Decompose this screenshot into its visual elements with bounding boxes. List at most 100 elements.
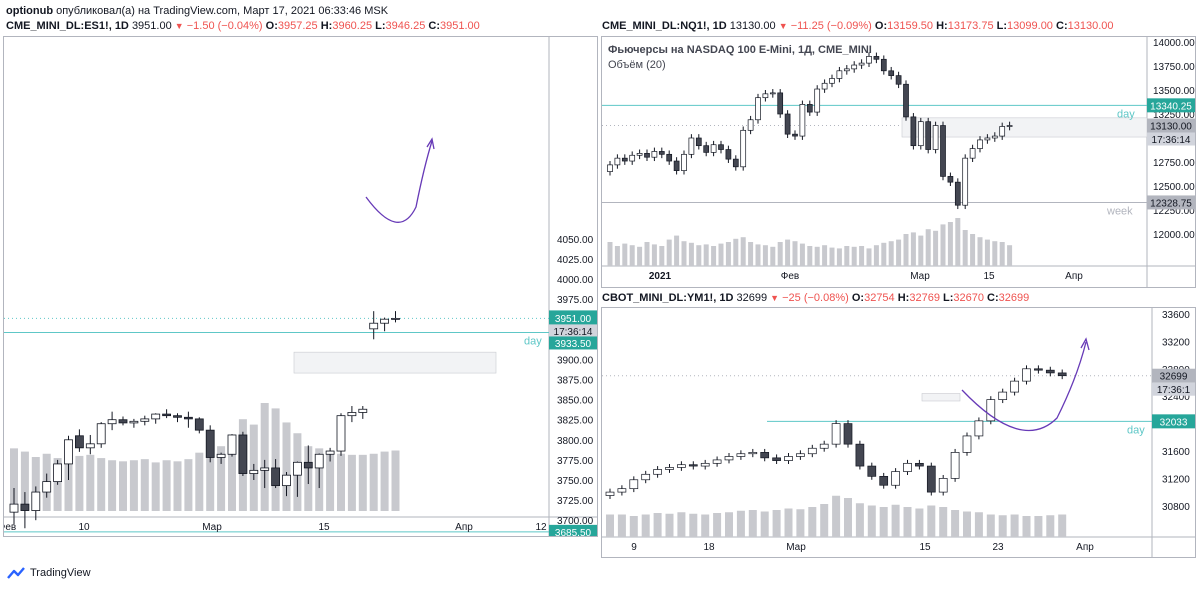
es-symbol[interactable]: CME_MINI_DL:ES1! — [6, 20, 109, 32]
candle-body — [755, 97, 761, 121]
volume-bar — [140, 459, 149, 511]
es-last-price-tag: 3951.00 — [555, 314, 592, 325]
candle-body — [762, 93, 769, 99]
volume-bar — [689, 513, 698, 537]
candle-body — [641, 473, 651, 481]
nq-chart-panel[interactable]: 14000.0013750.0013500.0013250.0013000.00… — [601, 36, 1196, 288]
volume-bar — [228, 435, 236, 511]
volume-bar — [770, 246, 776, 266]
candle-body — [843, 423, 853, 445]
candle-body — [140, 418, 150, 422]
es-chart-panel[interactable]: 4050.004025.004000.003975.003950.003925.… — [3, 36, 598, 537]
candle-body — [938, 478, 948, 493]
candle-body — [31, 491, 41, 511]
volume-bar — [784, 508, 793, 537]
volume-bar — [792, 241, 798, 266]
candle-body — [950, 452, 960, 479]
candle-body — [954, 181, 961, 206]
candle-body — [658, 151, 665, 155]
volume-bar — [910, 232, 916, 266]
candle-body — [736, 453, 746, 457]
es-high: 3960.25 — [332, 20, 373, 32]
volume-bar — [888, 241, 894, 266]
volume-bar — [844, 498, 852, 537]
volume-bar — [947, 222, 953, 266]
nq-last: 13130.00 — [729, 20, 776, 32]
ym-change: −25 (−0.08%) — [782, 292, 849, 304]
candle-body — [621, 157, 628, 162]
gap-zone — [293, 351, 497, 374]
chart-title: Фьючерсы на NASDAQ 100 E-Mini, 1Д, CME_M… — [608, 44, 872, 56]
y-tick-label: 3800.00 — [557, 436, 594, 447]
volume-bar — [666, 239, 672, 266]
ym-high: 32769 — [909, 292, 940, 304]
es-chart[interactable]: 4050.004025.004000.003975.003950.003925.… — [4, 37, 597, 536]
candle-body — [986, 399, 996, 422]
candle-body — [681, 153, 687, 171]
volume-bar — [129, 460, 138, 511]
candle-body — [205, 429, 215, 458]
nq-open: 13159.50 — [887, 20, 934, 32]
es-countdown-tag: 17:36:14 — [554, 327, 593, 338]
volume-bar — [986, 514, 995, 537]
volume-bar — [665, 513, 674, 537]
candle-body — [227, 434, 237, 455]
volume-bar — [217, 446, 226, 511]
volume-bar — [622, 243, 628, 266]
nq-week-level-tag-bg — [1147, 195, 1195, 210]
y-tick-label: 3850.00 — [557, 396, 594, 407]
volume-bar — [808, 507, 817, 537]
volume-indicator-label: Объём (20) — [608, 59, 666, 71]
ym-chart[interactable]: 3360033200328003240032000316003120030800… — [602, 308, 1195, 557]
candle-body — [940, 125, 946, 177]
nq-chart[interactable]: 14000.0013750.0013500.0013250.0013000.00… — [602, 37, 1195, 287]
candle-body — [183, 416, 193, 420]
arrow-head-icon — [426, 137, 435, 150]
volume-bar — [807, 246, 813, 266]
volume-bar — [20, 451, 29, 511]
candle-body — [879, 475, 889, 486]
volume-bar — [260, 403, 269, 511]
x-tick-label: Апр — [455, 522, 473, 533]
volume-bar — [962, 230, 968, 266]
candle-body — [792, 133, 798, 137]
ym-chart-panel[interactable]: 3360033200328003240032000316003120030800… — [601, 307, 1196, 558]
tradingview-logo[interactable]: TradingView — [6, 567, 91, 579]
candle-body — [303, 461, 313, 469]
y-tick-label: 3975.00 — [557, 295, 594, 306]
volume-bar — [644, 242, 650, 266]
y-tick-label: 31200 — [1162, 474, 1190, 485]
ym-low: 32670 — [953, 292, 984, 304]
x-tick-label: 15 — [919, 542, 931, 553]
candle-body — [75, 435, 84, 449]
candle-body — [282, 474, 291, 487]
volume-bar — [762, 245, 768, 266]
es-open: 3957.25 — [277, 20, 318, 32]
candle-body — [162, 413, 172, 417]
author-name[interactable]: optionub — [6, 5, 54, 17]
candle-body — [814, 88, 821, 113]
candle-body — [96, 423, 106, 445]
candle-body — [677, 464, 686, 468]
candle-body — [984, 137, 991, 141]
ym-countdown-tag: 17:36:1 — [1157, 385, 1191, 396]
volume-bar — [777, 242, 783, 266]
candle-body — [107, 419, 117, 425]
volume-bar — [933, 230, 939, 266]
es-change: −1.50 (−0.04%) — [186, 20, 263, 32]
volume-bar — [337, 453, 345, 511]
candle-body — [629, 479, 639, 490]
volume-bar — [992, 241, 998, 266]
ym-symbol[interactable]: CBOT_MINI_DL:YM1! — [602, 292, 714, 304]
y-tick-label: 3875.00 — [557, 376, 594, 387]
candle-body — [947, 176, 954, 183]
candle-body — [998, 391, 1008, 400]
candle-body — [724, 456, 734, 461]
y-tick-label: 30800 — [1162, 502, 1190, 513]
candle-body — [932, 125, 939, 150]
volume-bar — [1058, 514, 1067, 537]
nq-symbol[interactable]: CME_MINI_DL:NQ1! — [602, 20, 707, 32]
candle-body — [910, 116, 917, 147]
candle-body — [1034, 368, 1043, 371]
day-label: day — [524, 335, 542, 347]
